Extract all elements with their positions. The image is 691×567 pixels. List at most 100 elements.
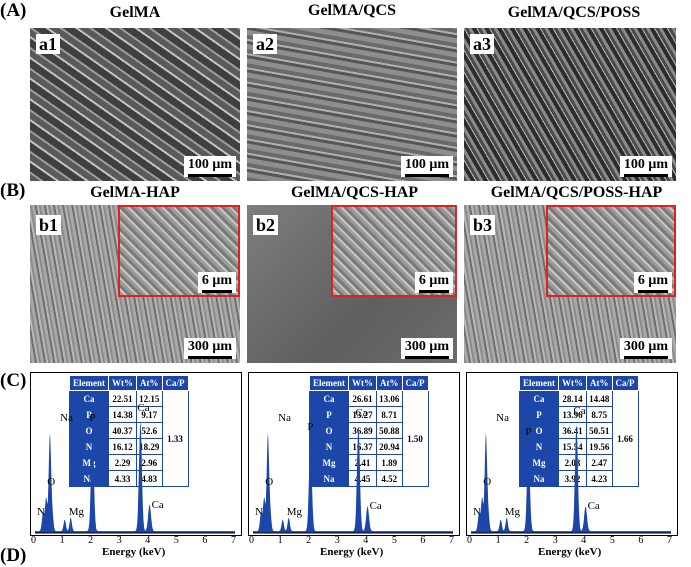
x-tick-label: 1: [495, 535, 501, 546]
eds-spectrum: [35, 422, 235, 534]
peak-label: Na: [60, 412, 73, 425]
eds-spectrum: [471, 425, 671, 534]
x-tick-label: 5: [609, 535, 615, 546]
panel-tag: a1: [36, 34, 60, 54]
x-tick-label: 6: [420, 535, 426, 546]
section-d-label: (D): [0, 545, 27, 566]
scale-bar-label: 100 μm: [404, 157, 449, 172]
x-tick-label: 7: [231, 535, 236, 546]
table-header: Ca/P: [401, 375, 429, 391]
peak-label: Na: [278, 412, 291, 425]
x-tick-label: 0: [31, 535, 36, 546]
panel-tag: b1: [36, 215, 62, 235]
peak-label: Ca: [151, 498, 164, 511]
panel-b1-title: GelMA-HAP: [90, 184, 180, 201]
x-axis-label: Energy (keV): [320, 546, 384, 558]
x-tick-label: 5: [173, 535, 179, 546]
value-cell: 13.96: [558, 406, 587, 423]
table-row: O 36.41 50.51: [519, 422, 639, 439]
panel-tag: b2: [253, 215, 279, 235]
peak-label: O: [483, 475, 492, 488]
panel-tag: b3: [470, 215, 496, 235]
scale-bar-label: 6 μm: [418, 273, 449, 288]
panel-b3-title: GelMA/QCS/POSS-HAP: [490, 184, 663, 201]
table-row: P 13.27 8.71: [309, 406, 429, 423]
table-header: Element: [519, 375, 559, 391]
value-cell: 4.23: [586, 470, 613, 487]
peak-label: Mg: [68, 505, 84, 518]
sem-image-b2: b2 6 μm 300 μm: [247, 205, 457, 363]
element-cell: Ca: [519, 390, 559, 407]
inset-scale-bar: 6 μm: [633, 272, 672, 293]
element-cell: P: [309, 406, 349, 423]
element-cell: P: [69, 406, 109, 423]
section-a-label: (A): [0, 0, 27, 21]
scale-bar-label: 100 μm: [187, 157, 232, 172]
composition-table: Element Wt% At% Ca/P Ca 28.14 14.48 1.66 P 13.96 8…: [519, 375, 639, 487]
sem-image-a1: a1 100 μm: [30, 28, 240, 181]
x-axis-label: Energy (keV): [102, 546, 166, 558]
x-tick-label: 5: [391, 535, 397, 546]
eds-panel-1: Element Wt% At% Ca/P Ca 22.51 12.15 1.33 P 14.38 9…: [30, 372, 242, 536]
table-row: Na 4.33 4.83: [69, 470, 189, 487]
peak-label: Mg: [286, 505, 302, 518]
x-tick-label: 3: [552, 535, 558, 546]
sem-image-b1: b1 6 μm 300 μm: [30, 205, 240, 363]
peak-label: Ca: [587, 500, 600, 513]
peak-label: P: [307, 421, 314, 434]
ca-p-ratio: 1.50: [401, 390, 429, 487]
scale-bar-label: 6 μm: [637, 273, 668, 288]
x-tick-label: 3: [116, 535, 122, 546]
value-cell: 4.45: [348, 470, 377, 487]
table-row: Na 3.92 4.23: [519, 470, 639, 487]
x-tick-label: 2: [306, 535, 312, 546]
peak-label: N: [473, 506, 481, 519]
value-cell: 16.12: [108, 438, 137, 455]
composition-table: Element Wt% At% Ca/P Ca 26.61 13.06 1.50 P 13.27 8…: [309, 375, 429, 487]
scale-bar-label: 100 μm: [623, 157, 668, 172]
table-header: Ca/P: [611, 375, 639, 391]
sem-image-a2: a2 100 μm: [247, 28, 457, 181]
value-cell: 4.33: [108, 470, 137, 487]
scale-bar-label: 300 μm: [404, 339, 449, 354]
scale-bar: 100 μm: [183, 156, 236, 177]
peak-label: Na: [496, 412, 509, 425]
element-cell: O: [69, 422, 109, 439]
element-cell: N: [69, 438, 109, 455]
x-tick-label: 3: [334, 535, 340, 546]
inset-scale-bar: 6 μm: [414, 272, 453, 293]
panel-a1-title: GelMA: [109, 4, 161, 21]
peak-label: P: [89, 411, 96, 424]
spectrum-series: [253, 427, 453, 533]
inset-scale-bar: 6 μm: [197, 272, 236, 293]
element-cell: Na: [69, 470, 109, 487]
scale-bar: 100 μm: [400, 156, 453, 177]
x-tick-label: 7: [667, 535, 672, 546]
scale-bar-label: 300 μm: [623, 339, 668, 354]
panel-a3-title: GelMA/QCS/POSS: [507, 4, 641, 21]
value-cell: 15.54: [558, 438, 587, 455]
value-cell: 2.96: [136, 454, 163, 471]
section-c-label: (C): [0, 370, 27, 391]
x-tick-label: 6: [638, 535, 644, 546]
scale-bar: 300 μm: [619, 338, 672, 359]
peak-label: Ca: [137, 402, 150, 415]
table-row: N 16.12 18.29: [69, 438, 189, 455]
eds-spectrum: [253, 427, 453, 534]
eds-panel-2: Element Wt% At% Ca/P Ca 26.61 13.06 1.50 P 13.27 8…: [248, 372, 460, 536]
table-row: Mg 2.29 2.96: [69, 454, 189, 471]
panel-b2-title: GelMA/QCS-HAP: [290, 184, 419, 201]
x-tick-label: 4: [363, 535, 369, 546]
ca-p-ratio: 1.33: [161, 390, 189, 487]
sem-image-b3: b3 6 μm 300 μm: [464, 205, 676, 363]
table-row: Ca 28.14 14.48 1.66: [519, 390, 639, 487]
element-cell: Na: [309, 470, 349, 487]
x-tick-label: 2: [88, 535, 94, 546]
peak-label: Ca: [573, 405, 586, 418]
section-b-label: (B): [0, 180, 26, 201]
table-row: O 40.37 52.6: [69, 422, 189, 439]
table-row: O 36.89 50.88: [309, 422, 429, 439]
table-header: Wt%: [108, 375, 137, 391]
element-cell: Ca: [69, 390, 109, 407]
value-cell: 1.89: [376, 454, 403, 471]
